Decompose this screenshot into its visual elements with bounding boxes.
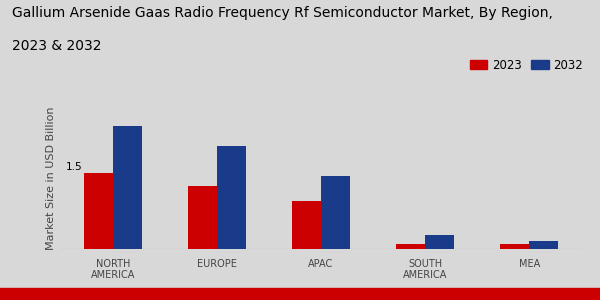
Text: 2023 & 2032: 2023 & 2032 (12, 39, 101, 53)
Bar (425, 235, 454, 249)
Text: 1.5: 1.5 (66, 162, 83, 172)
Bar (217, 146, 246, 249)
Legend: 2023, 2032: 2023, 2032 (465, 54, 588, 76)
Y-axis label: Market Size in USD Billion: Market Size in USD Billion (46, 107, 56, 250)
Bar (113, 126, 142, 249)
Bar (84, 173, 113, 249)
Bar (500, 244, 529, 249)
Bar (292, 201, 321, 249)
Text: Gallium Arsenide Gaas Radio Frequency Rf Semiconductor Market, By Region,: Gallium Arsenide Gaas Radio Frequency Rf… (12, 6, 553, 20)
Bar (529, 242, 558, 249)
Bar (396, 244, 425, 249)
Bar (188, 186, 217, 249)
Bar (321, 176, 350, 249)
